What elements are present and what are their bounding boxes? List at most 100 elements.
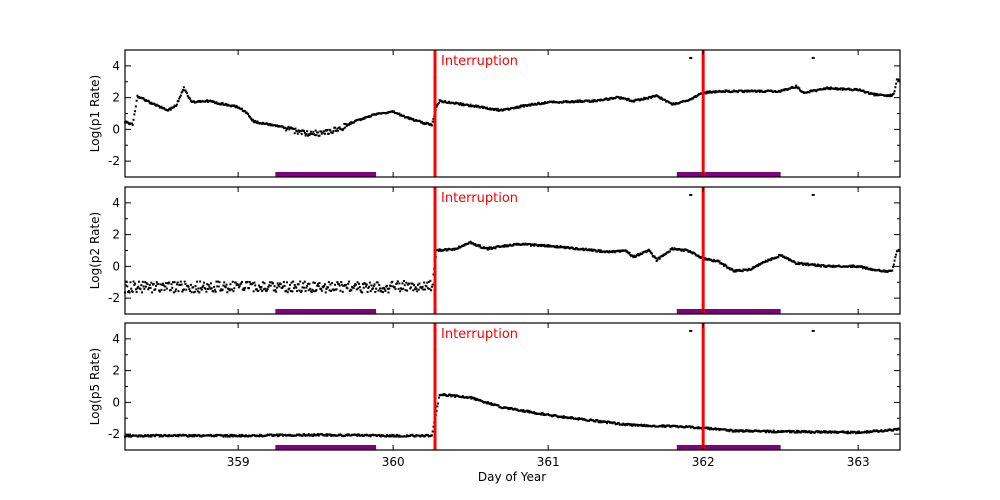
data-point <box>230 288 233 291</box>
data-point <box>554 245 557 248</box>
data-point <box>272 289 275 292</box>
data-point <box>224 435 227 438</box>
data-point <box>388 435 391 438</box>
data-point <box>661 425 664 428</box>
data-point <box>768 259 771 262</box>
data-point <box>145 435 148 438</box>
data-point <box>207 283 210 286</box>
data-point <box>850 264 853 267</box>
data-point <box>738 268 741 271</box>
data-point <box>244 110 247 113</box>
data-point <box>649 250 652 253</box>
data-point <box>636 423 639 426</box>
data-point <box>786 88 789 91</box>
data-point <box>624 249 627 252</box>
data-point <box>252 290 255 293</box>
data-point <box>728 267 731 270</box>
data-point <box>416 290 419 293</box>
data-point <box>593 98 596 101</box>
data-point <box>237 286 240 289</box>
data-point <box>794 261 797 264</box>
data-point <box>340 281 343 284</box>
data-point <box>296 130 299 133</box>
data-point <box>306 434 309 437</box>
data-point <box>485 106 488 109</box>
data-point <box>894 86 897 89</box>
data-point <box>888 95 891 98</box>
data-point <box>135 291 138 294</box>
data-point <box>297 283 300 286</box>
data-point <box>808 430 811 433</box>
data-point <box>245 111 248 114</box>
data-point <box>747 268 750 271</box>
data-point <box>358 282 361 285</box>
data-point <box>437 250 440 253</box>
data-point <box>555 246 558 249</box>
data-point <box>769 257 772 260</box>
data-point <box>527 410 529 413</box>
data-point <box>261 290 264 293</box>
data-point <box>780 429 783 432</box>
data-point <box>396 280 399 283</box>
data-point <box>344 123 347 126</box>
data-point <box>223 434 226 437</box>
data-point <box>316 282 319 285</box>
data-point <box>489 246 492 249</box>
data-point <box>619 97 622 100</box>
data-point <box>519 106 522 109</box>
data-point <box>395 435 398 438</box>
data-point <box>619 250 622 253</box>
data-point <box>241 107 244 110</box>
data-point <box>795 431 798 434</box>
data-point <box>528 411 531 414</box>
data-point <box>595 100 598 103</box>
data-point <box>430 289 433 292</box>
purple-bar <box>275 172 377 177</box>
data-point <box>613 250 616 253</box>
data-point <box>199 280 202 283</box>
data-point <box>847 87 850 90</box>
data-point <box>582 247 585 250</box>
data-point <box>432 118 435 121</box>
data-point <box>373 283 376 286</box>
data-point <box>558 246 561 249</box>
data-point <box>783 89 786 92</box>
data-point <box>259 288 262 291</box>
data-point <box>143 287 146 290</box>
data-point <box>840 87 843 90</box>
data-point <box>718 260 721 263</box>
data-point <box>613 421 616 424</box>
data-point <box>420 287 423 290</box>
data-point <box>307 289 310 292</box>
outlier-point <box>811 193 815 196</box>
data-point <box>210 282 213 285</box>
data-point <box>179 280 182 283</box>
data-point <box>128 291 131 294</box>
data-point <box>406 116 409 119</box>
data-point <box>826 431 829 434</box>
data-point <box>161 283 164 286</box>
data-point <box>755 90 758 93</box>
data-point <box>647 97 650 100</box>
data-point <box>357 287 360 290</box>
data-point <box>435 105 438 108</box>
data-point <box>453 394 456 397</box>
data-point <box>746 90 749 93</box>
data-point <box>128 433 131 436</box>
data-point <box>251 282 254 285</box>
data-point <box>254 119 257 122</box>
data-point <box>181 290 184 293</box>
data-point <box>365 283 368 286</box>
data-point <box>375 113 378 116</box>
data-point <box>500 108 503 111</box>
data-point <box>898 79 901 82</box>
data-point <box>731 268 734 271</box>
data-point <box>387 291 390 294</box>
panel-2: Interruption -2 0 2 4 Log(p2 Rate) <box>88 186 901 315</box>
data-point <box>642 98 645 101</box>
data-point <box>312 130 315 133</box>
data-point <box>362 286 365 289</box>
data-point <box>278 285 281 288</box>
data-point <box>418 282 421 285</box>
data-point <box>699 255 702 258</box>
